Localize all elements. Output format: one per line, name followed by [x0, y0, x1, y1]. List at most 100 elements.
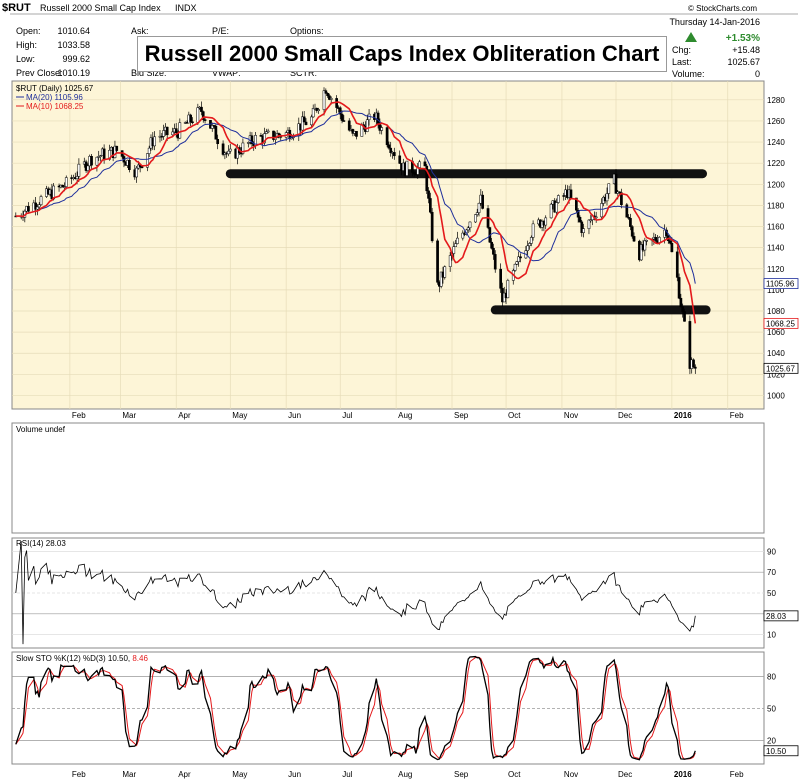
- price-bar: [37, 204, 41, 208]
- price-bar: [515, 261, 519, 265]
- sto-k-line: [15, 655, 696, 761]
- rsi-tick-10: 10: [767, 631, 776, 640]
- price-bar: [654, 237, 658, 241]
- open-value: 1010.64: [57, 26, 90, 36]
- low-value: 999.62: [62, 54, 90, 64]
- price-bar: [263, 133, 266, 144]
- price-bar: [317, 109, 320, 111]
- price-bar: [506, 280, 510, 299]
- y-tick-1000: 1000: [767, 391, 785, 400]
- price-bar: [385, 127, 389, 146]
- price-bar: [264, 131, 268, 134]
- price-bar: [376, 112, 380, 124]
- month-tick: Sep: [454, 770, 469, 779]
- header: $RUT Russell 2000 Small Cap Index INDX ©…: [2, 2, 798, 79]
- price-bar: [529, 237, 533, 244]
- price-bar: [657, 237, 661, 243]
- price-bar: [102, 148, 106, 160]
- price-bar: [216, 139, 220, 145]
- price-bar: [605, 193, 609, 202]
- last-tag-box: [763, 362, 799, 374]
- price-bar: [668, 240, 672, 244]
- month-tick: Feb: [72, 770, 86, 779]
- sctr-label: SCTR:: [290, 68, 317, 78]
- price-bar: [95, 156, 99, 166]
- price-bar: [683, 311, 686, 322]
- price-bar: [492, 248, 495, 255]
- price-bar: [475, 212, 479, 215]
- price-bar: [210, 125, 214, 129]
- price-bar: [201, 111, 205, 120]
- price-bar: [499, 268, 503, 289]
- y-tick-1180: 1180: [767, 201, 785, 210]
- price-bar: [423, 161, 427, 167]
- price-bar: [389, 147, 393, 153]
- price-bar: [454, 243, 457, 247]
- price-bar: [456, 237, 459, 244]
- price-bar: [272, 130, 275, 140]
- price-bar: [544, 217, 548, 226]
- month-tick: Aug: [398, 411, 412, 420]
- month-tick: Dec: [618, 770, 632, 779]
- price-bar: [632, 236, 636, 242]
- month-tick: Apr: [178, 411, 191, 420]
- price-bar: [594, 216, 598, 219]
- price-bar: [468, 221, 472, 229]
- price-bar: [675, 251, 679, 278]
- sto-label: Slow STO %K(12) %D(3) 10.50, 8.46: [16, 654, 148, 663]
- price-bar: [490, 241, 493, 249]
- month-tick: May: [232, 770, 247, 779]
- y-tick-1080: 1080: [767, 307, 785, 316]
- price-bar: [556, 195, 560, 203]
- month-tick: Jul: [342, 770, 352, 779]
- price-bar: [147, 147, 151, 154]
- sto-tag: 10.50: [763, 745, 799, 757]
- price-bar: [324, 90, 328, 94]
- price-bar: [174, 128, 178, 133]
- price-bar: [474, 214, 477, 223]
- volume-label: Volume:: [672, 69, 705, 79]
- price-bar: [326, 92, 329, 96]
- price-bar: [692, 359, 695, 368]
- price-bar: [338, 107, 342, 115]
- price-bar: [679, 297, 683, 307]
- price-bar: [302, 116, 306, 123]
- sto-label-prefix: Slow STO %K(12) %D(3) 10.50,: [16, 654, 130, 663]
- price-bar: [418, 161, 421, 168]
- price-bar: [340, 113, 344, 121]
- up-arrow-icon: [685, 32, 697, 42]
- price-bar: [380, 127, 384, 131]
- vwap-label: VWAP:: [212, 68, 241, 78]
- month-tick: 2016: [674, 411, 692, 420]
- price-bar: [171, 131, 174, 136]
- month-tick: Sep: [454, 411, 469, 420]
- price-bar: [436, 240, 439, 283]
- options-label: Options:: [290, 26, 324, 36]
- price-bar: [64, 177, 68, 187]
- price-bar: [221, 143, 225, 155]
- price-bar: [153, 136, 156, 147]
- y-tick-1060: 1060: [767, 328, 785, 337]
- price-bar: [589, 219, 593, 222]
- month-tick: Feb: [730, 770, 744, 779]
- ma10-tag: 1068.25: [766, 319, 795, 328]
- source: © StockCharts.com: [688, 4, 757, 13]
- high-label: High:: [16, 40, 37, 50]
- price-bar: [549, 203, 553, 219]
- y-tick-1160: 1160: [767, 223, 785, 232]
- price-bar: [688, 321, 692, 369]
- price-bar: [241, 142, 245, 154]
- volume-value: 0: [755, 69, 760, 79]
- sto-tick-20: 20: [767, 737, 776, 746]
- price-bar: [477, 202, 481, 213]
- price-bar: [90, 156, 93, 166]
- support-lines: [225, 169, 711, 315]
- sto-label-suffix: 8.46: [132, 654, 148, 663]
- month-tick: Dec: [618, 411, 632, 420]
- price-bar: [160, 135, 164, 138]
- month-tick: Apr: [178, 770, 191, 779]
- price-bar: [481, 194, 484, 209]
- price-bar: [493, 254, 497, 270]
- y-tick-1260: 1260: [767, 117, 785, 126]
